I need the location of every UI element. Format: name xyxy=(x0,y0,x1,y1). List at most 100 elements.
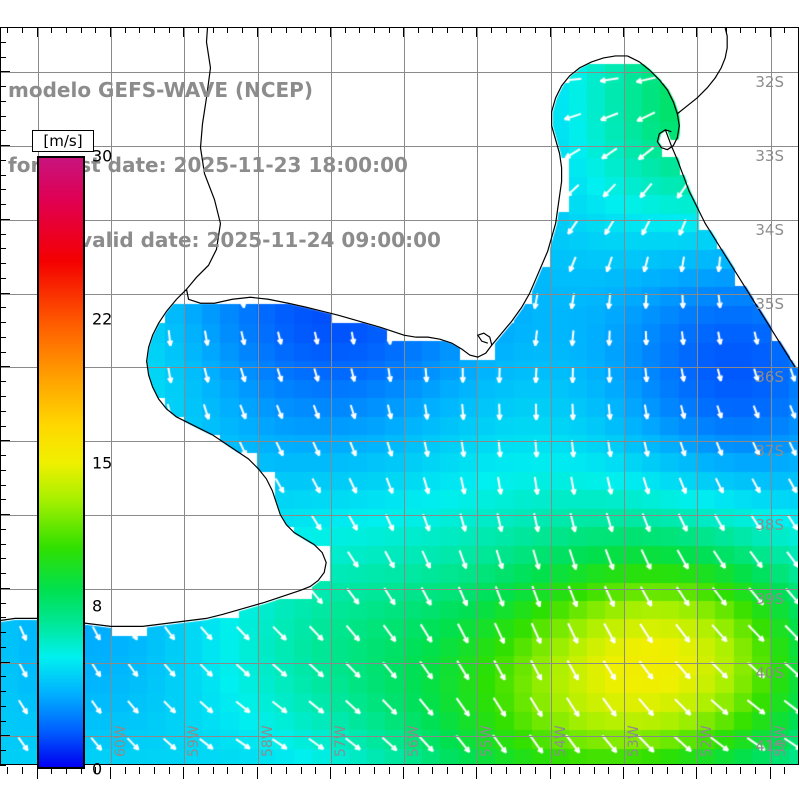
tick xyxy=(81,27,82,33)
tick xyxy=(623,767,624,779)
tick xyxy=(0,529,6,530)
tick xyxy=(315,27,316,33)
tick xyxy=(389,767,390,774)
tick xyxy=(110,767,111,779)
tick xyxy=(696,767,697,779)
tick xyxy=(0,381,6,382)
tick xyxy=(418,767,419,774)
tick xyxy=(0,617,6,618)
tick xyxy=(37,27,38,37)
lat-label-37S: 37S xyxy=(755,442,784,461)
tick xyxy=(139,767,140,774)
tick xyxy=(242,767,243,774)
tick xyxy=(0,721,6,722)
tick xyxy=(37,767,38,779)
tick xyxy=(0,307,6,308)
tick xyxy=(667,767,668,774)
lat-label-32S: 32S xyxy=(755,73,784,92)
tick xyxy=(784,767,785,774)
lon-label-53W: 53W xyxy=(626,725,643,757)
tick xyxy=(667,27,668,33)
tick xyxy=(594,27,595,33)
tick xyxy=(0,160,6,161)
tick xyxy=(0,603,6,604)
lat-label-35S: 35S xyxy=(755,294,784,313)
lon-label-57W: 57W xyxy=(332,725,349,757)
tick xyxy=(476,767,477,779)
tick xyxy=(0,544,6,545)
colorbar-tick-0: 0 xyxy=(92,759,103,779)
tick xyxy=(0,588,10,589)
tick xyxy=(198,27,199,33)
tick xyxy=(0,440,10,441)
tick xyxy=(564,767,565,774)
tick xyxy=(0,204,6,205)
gridline-lat-35S xyxy=(1,294,798,295)
tick xyxy=(447,27,448,33)
tick xyxy=(682,27,683,33)
tick xyxy=(0,337,6,338)
tick xyxy=(432,27,433,33)
tick xyxy=(66,767,67,774)
tick xyxy=(51,27,52,33)
map-frame[interactable] xyxy=(0,27,799,765)
tick xyxy=(0,499,6,500)
tick xyxy=(213,27,214,33)
tick xyxy=(330,27,331,37)
tick xyxy=(345,767,346,774)
tick xyxy=(0,145,10,146)
tick xyxy=(330,767,331,779)
gridline-lon-59W xyxy=(184,28,185,764)
tick xyxy=(682,767,683,774)
tick xyxy=(315,767,316,774)
tick xyxy=(696,27,697,37)
tick xyxy=(0,42,6,43)
tick xyxy=(51,767,52,774)
tick xyxy=(652,27,653,33)
lat-label-34S: 34S xyxy=(755,220,784,239)
tick xyxy=(0,455,6,456)
tick xyxy=(403,27,404,37)
tick xyxy=(579,767,580,774)
tick xyxy=(0,366,10,367)
tick xyxy=(0,735,10,736)
gridline-lat-32S xyxy=(1,72,798,73)
tick xyxy=(110,27,111,37)
tick xyxy=(345,27,346,33)
tick xyxy=(22,27,23,33)
tick xyxy=(608,27,609,33)
gridline-lon-53W xyxy=(624,28,625,764)
tick xyxy=(550,767,551,779)
gridline-lat-40S xyxy=(1,663,798,664)
tick xyxy=(711,27,712,33)
tick xyxy=(462,767,463,774)
tick xyxy=(726,27,727,33)
tick xyxy=(95,27,96,33)
tick xyxy=(139,27,140,33)
tick xyxy=(0,426,6,427)
gridline-lon-54W xyxy=(551,28,552,764)
tick xyxy=(535,767,536,774)
tick xyxy=(0,485,6,486)
tick-marks-left xyxy=(0,27,10,766)
tick xyxy=(183,27,184,37)
tick xyxy=(271,27,272,33)
lat-label-36S: 36S xyxy=(755,368,784,387)
tick xyxy=(0,396,6,397)
tick xyxy=(257,27,258,37)
tick xyxy=(594,767,595,774)
tick xyxy=(95,767,96,774)
gridline-lon-55W xyxy=(477,28,478,764)
tick xyxy=(0,573,6,574)
gridline-lon-52W xyxy=(697,28,698,764)
tick xyxy=(0,175,6,176)
tick xyxy=(257,767,258,779)
tick xyxy=(506,767,507,774)
tick xyxy=(0,514,10,515)
tick xyxy=(286,767,287,774)
tick xyxy=(0,293,10,294)
tick xyxy=(0,263,6,264)
tick xyxy=(154,27,155,33)
tick xyxy=(227,27,228,33)
tick xyxy=(462,27,463,33)
